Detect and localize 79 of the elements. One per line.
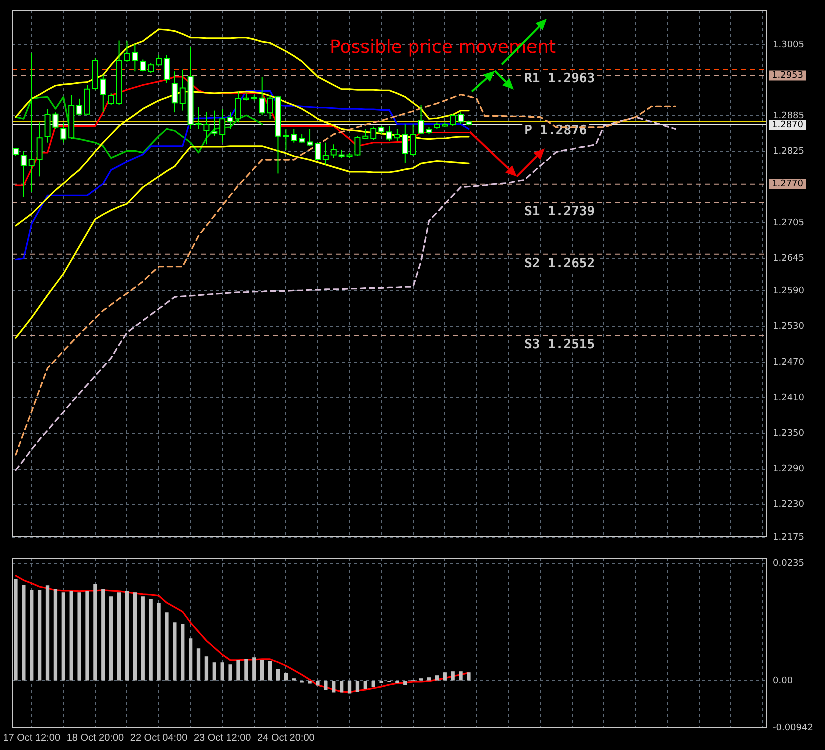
y-tick-label: 1.2590 <box>773 286 805 297</box>
y-tick-label: 1.3005 <box>773 40 804 50</box>
bar <box>157 603 161 681</box>
bar <box>451 672 455 681</box>
bar <box>404 681 408 686</box>
ref-line-label: 1.2953 <box>772 71 804 82</box>
bar <box>364 681 368 690</box>
y-tick-label: 0.0235 <box>773 558 804 569</box>
bar <box>427 678 432 681</box>
y-tick-label: 1.2230 <box>773 500 805 510</box>
bar <box>340 681 344 693</box>
y-tick-label: -0.00942 <box>773 723 814 734</box>
bar <box>356 681 360 692</box>
bar <box>459 672 463 681</box>
bar <box>276 669 280 681</box>
annotation: S1 1.2739 <box>524 204 596 220</box>
bar <box>22 585 26 681</box>
bar <box>316 681 320 686</box>
bar <box>244 659 248 681</box>
annotation: S2 1.2652 <box>524 256 596 272</box>
annotation: R1 1.2963 <box>524 72 596 87</box>
y-tick-label: 1.2885 <box>773 111 804 122</box>
y-tick-label: 1.2705 <box>773 218 804 228</box>
bar <box>284 673 288 681</box>
annotation: S3 1.2515 <box>524 338 596 353</box>
bar <box>268 661 272 681</box>
bar <box>260 660 264 681</box>
bar <box>141 596 145 681</box>
bar <box>30 590 34 681</box>
bar <box>110 596 114 681</box>
y-tick-label: 1.2470 <box>773 358 805 368</box>
bar <box>70 591 74 681</box>
bar <box>443 672 447 681</box>
bar <box>348 681 352 694</box>
bar <box>212 662 216 681</box>
bar <box>324 681 328 690</box>
x-tick-label: 23 Oct 12:00 <box>194 732 252 744</box>
bar <box>62 592 66 681</box>
bar <box>149 599 153 681</box>
bar <box>117 592 122 681</box>
ref-line-label: 1.2870 <box>772 120 804 130</box>
annotation: P 1.2876 <box>524 123 588 138</box>
bar <box>102 589 106 681</box>
bar <box>54 589 58 681</box>
bar <box>220 662 224 681</box>
bar <box>181 624 185 681</box>
bar <box>228 664 232 681</box>
bar <box>332 681 336 693</box>
bar <box>372 681 376 688</box>
ref-line-label: 1.2770 <box>772 180 804 190</box>
bar <box>236 660 240 681</box>
bar <box>252 658 256 681</box>
y-tick-label: 1.2290 <box>773 464 805 475</box>
x-tick-label: 17 Oct 12:00 <box>3 732 61 744</box>
y-tick-label: 1.2530 <box>773 322 805 332</box>
y-tick-label: 1.2825 <box>773 147 804 158</box>
bar <box>86 591 90 681</box>
bar <box>125 591 130 681</box>
bar <box>188 638 193 681</box>
bar <box>38 590 42 681</box>
x-tick-label: 24 Oct 20:00 <box>258 732 316 744</box>
x-tick-label: 22 Oct 04:00 <box>130 732 188 744</box>
bar <box>204 656 209 681</box>
bar <box>94 584 98 681</box>
y-tick-label: 1.2645 <box>773 254 804 264</box>
y-tick-label: 0.00 <box>773 676 794 686</box>
y-tick-label: 1.2350 <box>773 428 805 439</box>
y-tick-label: 1.2410 <box>773 393 805 404</box>
bar <box>435 676 440 681</box>
bar <box>133 592 138 681</box>
y-tick-label: 1.2175 <box>773 532 804 543</box>
x-tick-label: 18 Oct 20:00 <box>66 732 125 744</box>
bar <box>467 672 471 681</box>
bar <box>196 648 201 681</box>
bar <box>78 592 82 681</box>
bar <box>165 612 169 681</box>
bar <box>46 586 50 681</box>
bar <box>308 681 312 684</box>
bar <box>173 622 177 681</box>
